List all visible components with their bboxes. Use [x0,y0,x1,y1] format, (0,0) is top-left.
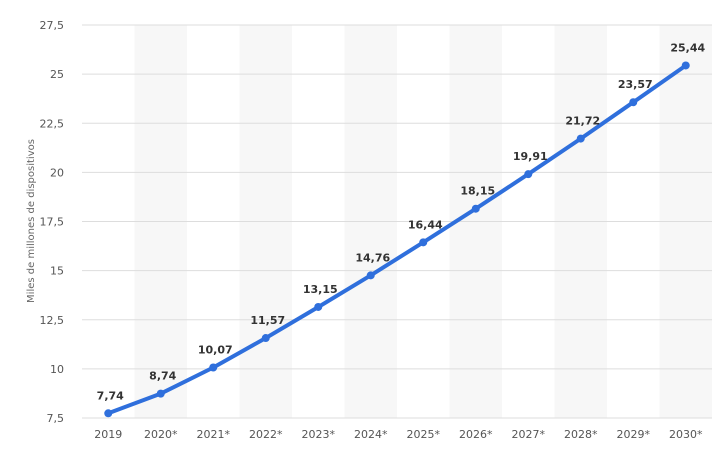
data-label: 8,74 [149,370,176,383]
data-point [104,409,113,418]
data-point [261,334,270,343]
data-label: 14,76 [355,251,390,264]
x-tick-label: 2030* [669,428,703,441]
data-label: 13,15 [303,283,338,296]
y-tick-label: 10 [50,363,64,376]
data-label: 18,15 [460,185,495,198]
x-tick-label: 2029* [617,428,651,441]
data-label: 19,91 [513,150,548,163]
data-point [156,389,165,398]
data-point [366,271,375,280]
gridlines [82,24,712,419]
data-label: 10,07 [198,343,233,356]
data-point [576,134,585,143]
x-tick-label: 2025* [407,428,441,441]
data-labels: 7,74 8,74 10,07 11,57 13,15 14,76 16,44 18,15 19… [97,41,706,402]
data-point [419,238,428,247]
data-points [104,61,690,418]
data-point [471,204,480,213]
x-tick-label: 2019 [94,428,122,441]
data-point [524,170,533,179]
y-tick-label: 20 [50,166,64,179]
y-tick-label: 22,5 [40,117,65,130]
y-axis-ticks: 7,5 10 12,5 15 17,5 20 22,5 25 27,5 [40,19,65,425]
x-axis-ticks: 2019 2020* 2021* 2022* 2023* 2024* 2025* 2026* 2… [94,428,703,441]
x-tick-label: 2022* [249,428,283,441]
data-label: 16,44 [408,218,443,231]
data-point [629,98,638,107]
x-tick-label: 2028* [564,428,598,441]
series-line-path [106,63,688,416]
data-label: 25,44 [670,41,705,54]
y-tick-label: 7,5 [47,412,65,425]
x-tick-label: 2024* [354,428,388,441]
data-label: 7,74 [97,389,124,402]
series-line [106,63,688,416]
x-tick-label: 2026* [459,428,493,441]
y-tick-label: 15 [50,265,64,278]
data-label: 23,57 [618,78,653,91]
data-label: 11,57 [250,314,285,327]
data-point [681,61,690,70]
data-point [314,302,323,311]
x-tick-label: 2027* [512,428,546,441]
y-tick-label: 27,5 [40,19,65,32]
y-tick-label: 25 [50,68,64,81]
y-tick-label: 12,5 [40,314,65,327]
x-tick-label: 2023* [302,428,336,441]
y-tick-label: 17,5 [40,216,65,229]
data-point [209,363,218,372]
y-axis-label: Miles de millones de dispositivos [26,139,37,303]
x-tick-label: 2020* [144,428,178,441]
x-tick-label: 2021* [197,428,231,441]
data-label: 21,72 [565,115,600,128]
